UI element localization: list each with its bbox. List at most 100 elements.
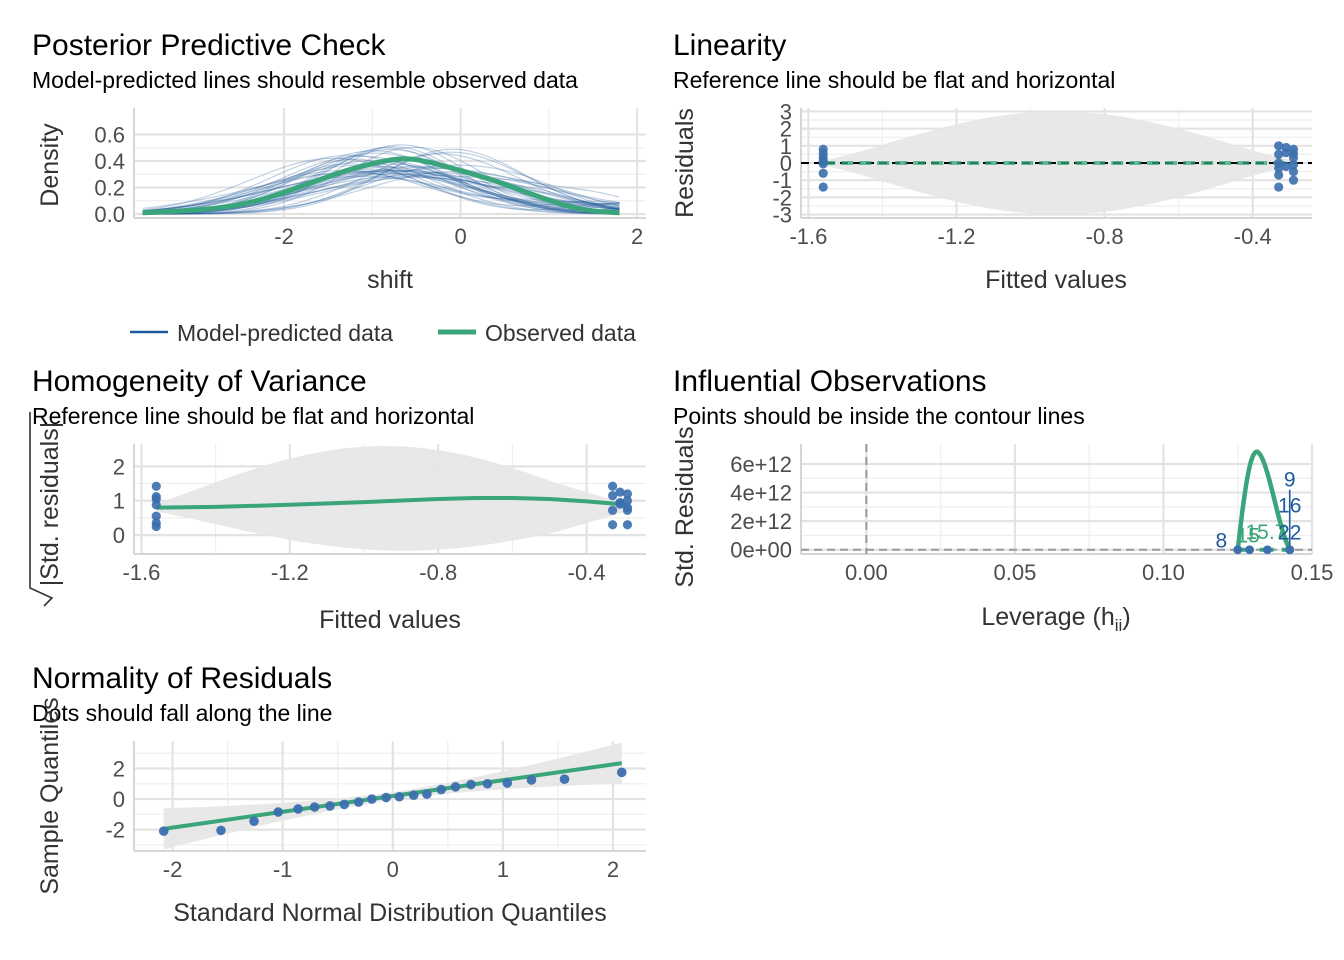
inf-y-tick-label: 6e+12 (730, 452, 792, 477)
ppc-title: Posterior Predictive Check (32, 29, 386, 62)
hom-x-tick-label: -0.4 (568, 560, 606, 585)
nor-x-tick-label: 0 (387, 857, 399, 882)
nor-data-point (616, 767, 627, 778)
lin-data-point (1274, 163, 1284, 173)
ppc-model-draw-line (142, 169, 620, 212)
hom-x-tick-label: -1.2 (271, 560, 309, 585)
homogeneity-subtitle: Reference line should be flat and horizo… (32, 403, 474, 429)
ppc-x-tick-label: -2 (274, 224, 294, 249)
ppc-model-draw-line (142, 170, 620, 215)
hom-fit-line (156, 496, 628, 510)
ppc-y-tick-label: 0.6 (94, 123, 125, 148)
ppc-x-tick-label: 0 (454, 224, 466, 249)
ppc-model-draw-line (142, 164, 620, 215)
ppc-y-axis-title: Density (36, 123, 64, 207)
hom-y-tick-label: 2 (113, 454, 125, 479)
inf-y-tick-label: 4e+12 (730, 481, 792, 506)
hom-data-point (622, 489, 633, 499)
normality-x-axis-title: Standard Normal Distribution Quantiles (173, 899, 607, 927)
lin-data-point (1274, 141, 1284, 151)
lin-data-point (818, 182, 828, 192)
lin-y-tick-label: 0 (780, 151, 792, 176)
nor-data-point (422, 789, 432, 799)
inf-point-label: 8 (1216, 529, 1228, 552)
hom-y-tick-label: 1 (113, 489, 125, 514)
homogeneity-y-axis-title: |Std. residuals| (36, 422, 64, 586)
inf-x-tick-label: 0.05 (993, 560, 1036, 585)
influential-subtitle: Points should be inside the contour line… (673, 403, 1085, 429)
ppc-model-draw-line (142, 144, 620, 215)
linearity-subtitle: Reference line should be flat and horizo… (673, 67, 1115, 93)
hom-data-point (151, 511, 161, 521)
normality-panel: Normality of Residuals Dots should fall … (32, 662, 646, 927)
lin-data-point (1288, 148, 1299, 159)
homogeneity-y-axis-title-group: |Std. residuals| (29, 412, 64, 607)
influential-x-axis-title: Leverage (hii) (981, 603, 1130, 635)
lin-x-tick-label: -1.2 (938, 224, 976, 249)
ppc-model-draw-line (142, 175, 620, 212)
lin-y-tick-label: 1 (780, 134, 792, 159)
ppc-panel: Posterior Predictive Check Model-predict… (32, 29, 646, 346)
linearity-panel: Linearity Reference line should be flat … (671, 29, 1312, 294)
nor-data-point (502, 778, 513, 788)
hom-data-point (151, 521, 161, 532)
nor-data-point (158, 826, 169, 836)
ppc-x-tick-label: 2 (631, 224, 643, 249)
hom-data-point (151, 481, 161, 491)
nor-data-point (408, 790, 419, 801)
hom-x-tick-label: -0.8 (419, 560, 457, 585)
lin-y-tick-label: -1 (772, 168, 792, 193)
hom-data-point (615, 487, 625, 497)
influential-x-axis-title-main: Leverage (h (981, 603, 1114, 631)
lin-data-point (1288, 175, 1299, 185)
inf-x-tick-label: 0.00 (845, 560, 888, 585)
ppc-model-draw-line (142, 163, 620, 215)
normality-title: Normality of Residuals (32, 662, 332, 695)
lin-y-tick-label: 2 (780, 117, 792, 142)
inf-data-point (1245, 545, 1255, 555)
nor-reference-line (163, 761, 623, 831)
nor-data-point (450, 782, 461, 792)
ppc-model-draw-line (142, 170, 620, 212)
nor-data-point (325, 801, 335, 811)
ppc-model-draw-line (142, 157, 620, 215)
ppc-legend: Model-predicted data Observed data (130, 320, 636, 346)
hom-data-point (608, 490, 618, 501)
lin-x-tick-label: -0.4 (1234, 224, 1272, 249)
nor-data-point (367, 794, 377, 804)
ppc-subtitle: Model-predicted lines should resemble ob… (32, 67, 578, 93)
lin-data-point (1274, 170, 1284, 180)
linearity-x-axis-title: Fitted values (985, 266, 1127, 294)
homogeneity-x-axis-title: Fitted values (319, 606, 461, 634)
lin-data-point (1288, 166, 1299, 177)
lin-x-tick-label: -0.8 (1086, 224, 1124, 249)
nor-data-point (482, 778, 493, 789)
ppc-y-tick-label: 0.4 (94, 149, 125, 174)
hom-data-point (615, 497, 625, 508)
lin-data-point (1281, 161, 1291, 172)
nor-x-tick-label: -2 (163, 857, 183, 882)
hom-data-point (608, 481, 618, 491)
inf-cooks-contour-line (1235, 449, 1292, 551)
inf-y-tick-label: 0e+00 (730, 538, 792, 563)
nor-data-point (309, 802, 320, 812)
linearity-title: Linearity (673, 29, 786, 62)
lin-y-tick-label: -3 (772, 203, 792, 228)
normality-subtitle: Dots should fall along the line (32, 700, 332, 726)
nor-data-point (353, 797, 364, 807)
hom-data-point (622, 496, 633, 506)
ppc-model-draw-line (142, 146, 620, 215)
legend-label-observed: Observed data (485, 320, 636, 346)
nor-data-point (293, 804, 303, 814)
nor-data-point (273, 807, 284, 817)
influential-x-axis-title-subscript: ii (1115, 616, 1123, 635)
nor-data-point (249, 816, 259, 827)
inf-point-label: 15.7 (1246, 521, 1287, 544)
ppc-model-draw-line (142, 151, 620, 215)
homogeneity-title: Homogeneity of Variance (32, 365, 367, 398)
nor-data-point (436, 784, 447, 795)
ppc-model-draw-line (142, 153, 620, 215)
